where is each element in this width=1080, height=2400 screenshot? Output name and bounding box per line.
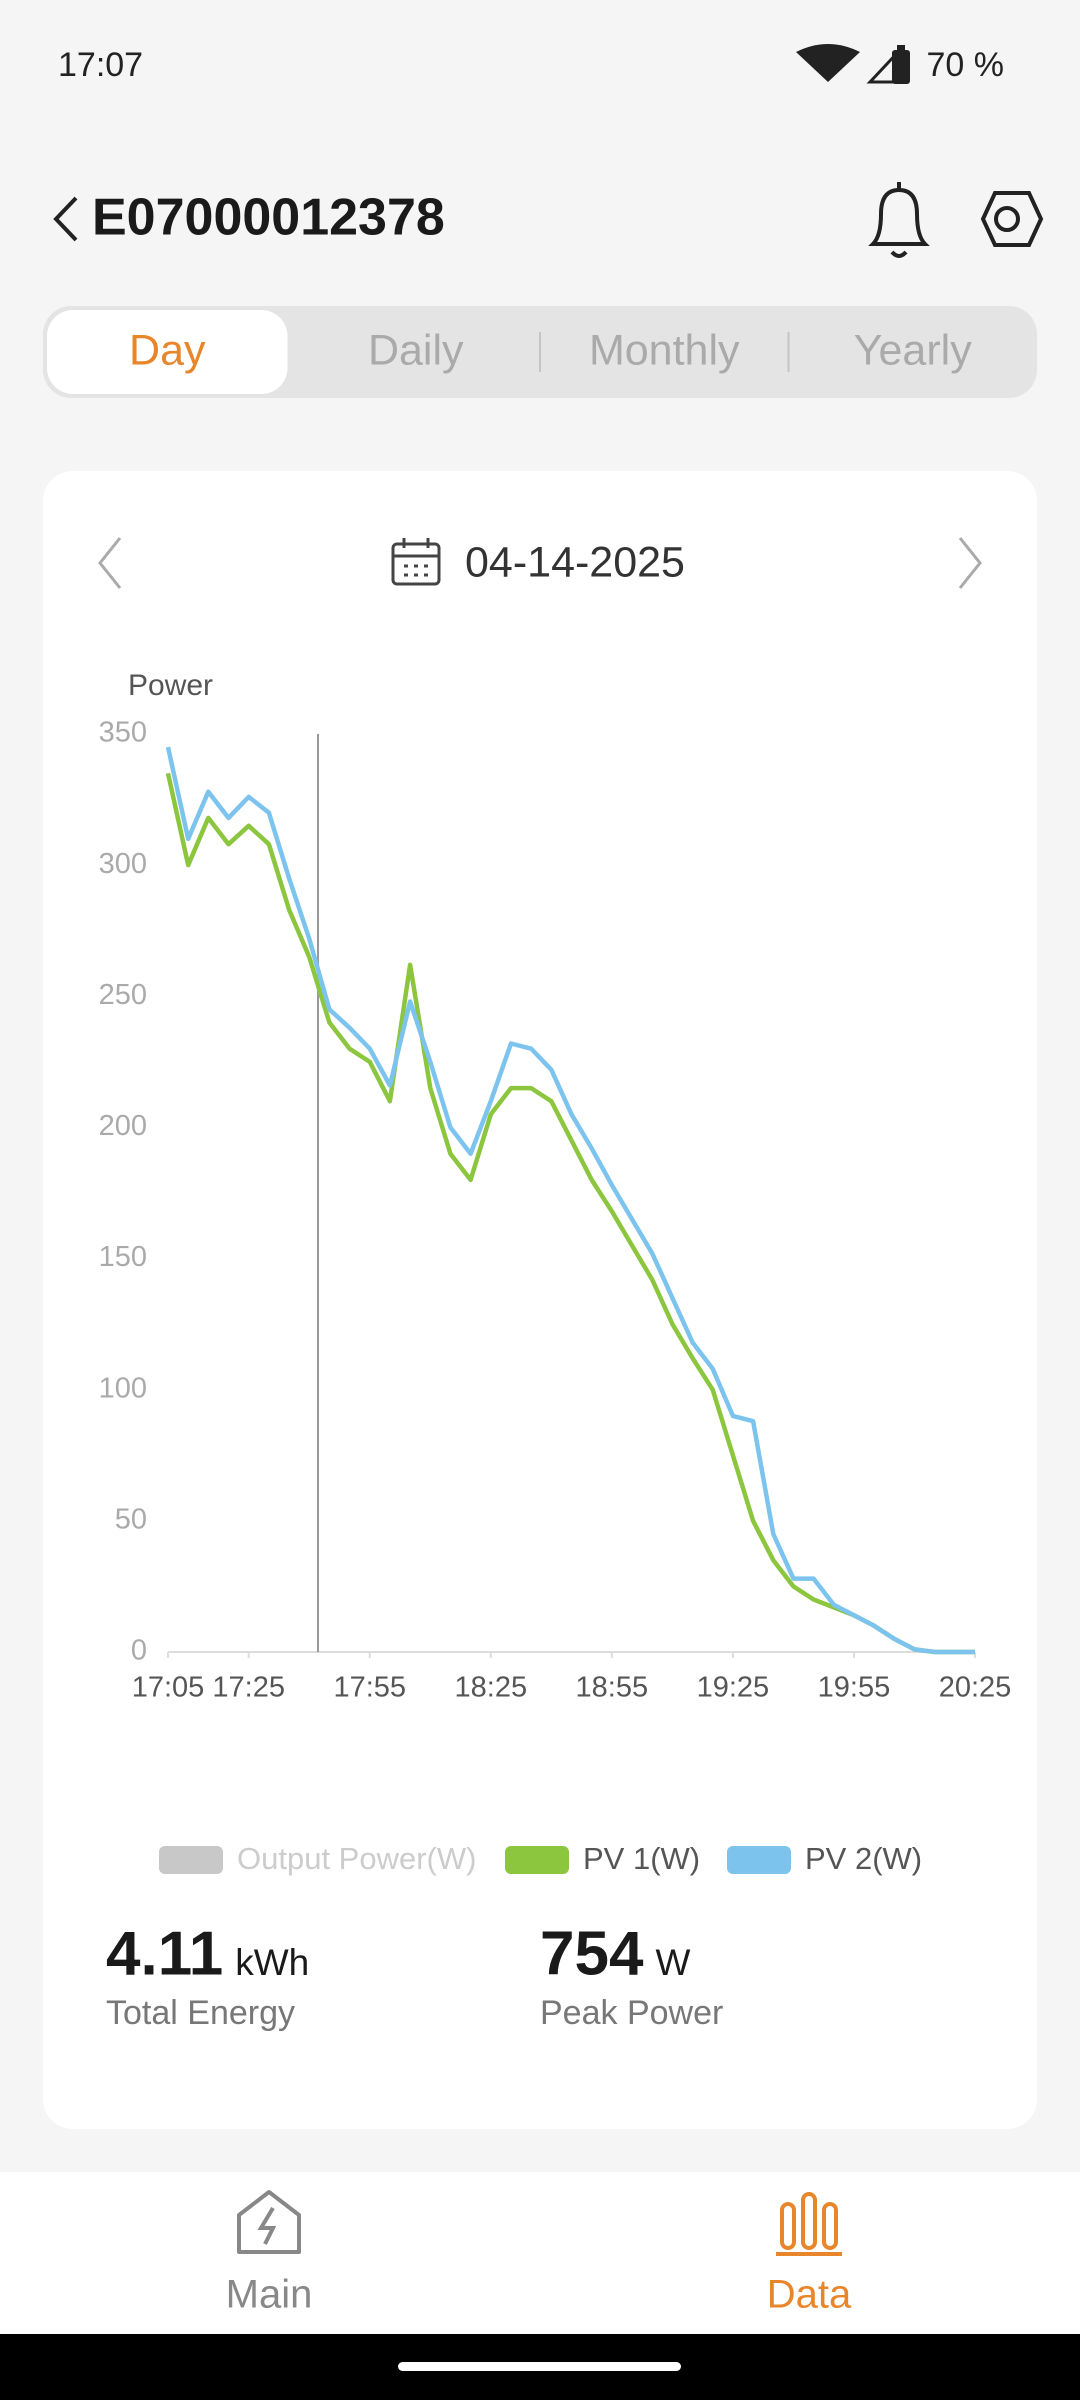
y-tick-label: 100 xyxy=(99,1372,147,1404)
previous-date-button[interactable] xyxy=(98,537,122,589)
legend-item[interactable]: Output Power(W) xyxy=(159,1841,476,1876)
tab[interactable]: Daily xyxy=(368,326,464,374)
x-tick-label: 20:25 xyxy=(939,1672,1012,1704)
x-tick-label: 17:55 xyxy=(333,1672,406,1704)
bolt-icon xyxy=(257,2206,277,2245)
legend-item[interactable]: PV 2(W) xyxy=(727,1841,922,1876)
wifi-icon xyxy=(796,44,860,82)
date-label[interactable]: 04-14-2025 xyxy=(465,538,685,586)
notification-button[interactable] xyxy=(868,182,930,258)
tab[interactable]: Day xyxy=(47,310,288,394)
chart-icon-bar xyxy=(801,2192,817,2250)
next-date-button[interactable] xyxy=(958,537,982,589)
tab-label: Yearly xyxy=(854,326,972,374)
stats: 4.11 kWh Total Energy 754 W Peak Power xyxy=(106,1919,723,2032)
y-tick-label: 200 xyxy=(99,1110,147,1142)
stat-label: Peak Power xyxy=(540,1994,723,2032)
bottom-nav xyxy=(0,2172,1080,2334)
stat-unit: W xyxy=(655,1942,690,1983)
x-tick-label: 17:05 xyxy=(132,1672,205,1704)
chart-icon-bar xyxy=(780,2202,796,2250)
nav-items: Main Data xyxy=(226,2190,852,2317)
tab-label: Monthly xyxy=(589,326,740,374)
stat-unit: kWh xyxy=(235,1942,309,1983)
y-tick-label: 300 xyxy=(99,848,147,880)
tab-label: Day xyxy=(129,326,206,374)
x-tick-label: 17:25 xyxy=(212,1672,285,1704)
chart: 0 50 100 150 200 250 300 350 17:05 17:25 17:55 18:2… xyxy=(99,717,1012,1877)
y-tick-label: 50 xyxy=(115,1504,147,1536)
battery-icon xyxy=(892,50,910,84)
tabs: Day Daily Monthly Yearly xyxy=(47,310,972,394)
calendar-frame xyxy=(391,542,441,586)
bell-clapper xyxy=(890,250,908,258)
bell-icon xyxy=(868,187,930,246)
y-tick-label: 150 xyxy=(99,1241,147,1273)
stat-value: 4.11 xyxy=(106,1919,223,1988)
battery-tip xyxy=(897,45,905,51)
status-time: 17:07 xyxy=(58,46,143,84)
y-tick-label: 350 xyxy=(99,717,147,749)
y-axis-label: Power xyxy=(128,669,213,702)
calendar-icon xyxy=(391,538,441,586)
stat-value: 754 xyxy=(540,1919,644,1988)
device-title: E07000012378 xyxy=(92,189,445,247)
settings-center xyxy=(994,206,1020,232)
calendar-dots xyxy=(404,564,428,577)
tab[interactable]: Monthly xyxy=(589,326,740,374)
legend-swatch xyxy=(727,1846,791,1874)
tab[interactable]: Yearly xyxy=(854,326,972,374)
legend-label: Output Power(W) xyxy=(237,1841,476,1876)
settings-button[interactable] xyxy=(980,191,1044,247)
x-tick-label: 19:25 xyxy=(697,1672,770,1704)
back-button[interactable] xyxy=(53,196,78,242)
legend-swatch xyxy=(505,1846,569,1874)
legend-label: PV 2(W) xyxy=(805,1841,922,1876)
legend-swatch xyxy=(159,1846,223,1874)
x-tick-label: 19:55 xyxy=(818,1672,891,1704)
tab-selected-bg xyxy=(47,310,288,394)
y-tick-label: 250 xyxy=(99,979,147,1011)
home-indicator xyxy=(398,2362,681,2371)
home-icon xyxy=(237,2190,301,2254)
chart-card xyxy=(43,471,1037,2129)
nav-label: Data xyxy=(767,2273,852,2317)
settings-icon xyxy=(980,191,1044,247)
chart-icon-bar xyxy=(822,2202,838,2250)
stat-label: Total Energy xyxy=(106,1994,295,2032)
tab-label: Daily xyxy=(368,326,464,374)
legend-item[interactable]: PV 1(W) xyxy=(505,1841,700,1876)
nav-item[interactable]: Main xyxy=(226,2190,313,2317)
x-tick-label: 18:55 xyxy=(576,1672,649,1704)
series-line xyxy=(165,746,975,1655)
nav-label: Main xyxy=(226,2273,313,2317)
nav-item[interactable]: Data xyxy=(767,2192,852,2317)
battery-level: 70 % xyxy=(927,46,1005,84)
y-tick-label: 0 xyxy=(131,1635,147,1667)
legend-label: PV 1(W) xyxy=(583,1841,700,1876)
x-tick-label: 18:25 xyxy=(455,1672,528,1704)
